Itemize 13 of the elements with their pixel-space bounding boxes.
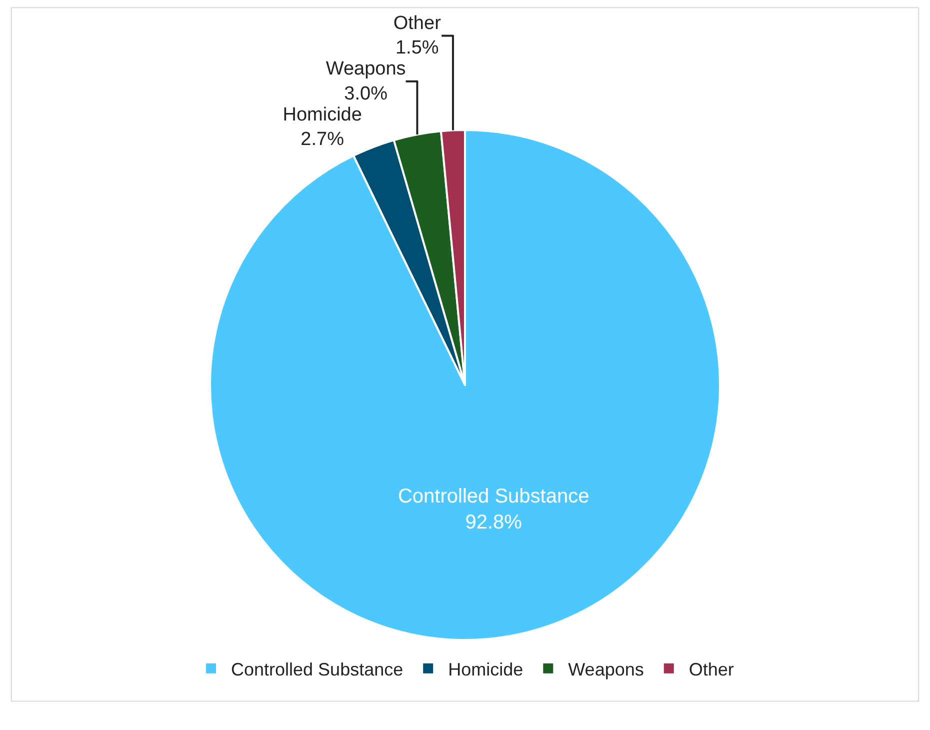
legend-label: Homicide [448, 659, 524, 680]
data-label: 1.5% [395, 38, 439, 59]
legend-label: Controlled Substance [231, 659, 404, 680]
slice-label: Homicide [282, 104, 362, 126]
data-label: 92.8% [465, 511, 522, 534]
slice-label: Other [393, 12, 442, 34]
legend-label: Weapons [568, 659, 644, 680]
slice-label: Weapons [326, 58, 406, 80]
pie-slice [209, 129, 721, 641]
data-label: 2.7% [300, 128, 344, 150]
legend-label: Other [688, 659, 734, 680]
slice-label: Controlled Substance [398, 485, 590, 508]
data-label: 3.0% [344, 83, 388, 104]
